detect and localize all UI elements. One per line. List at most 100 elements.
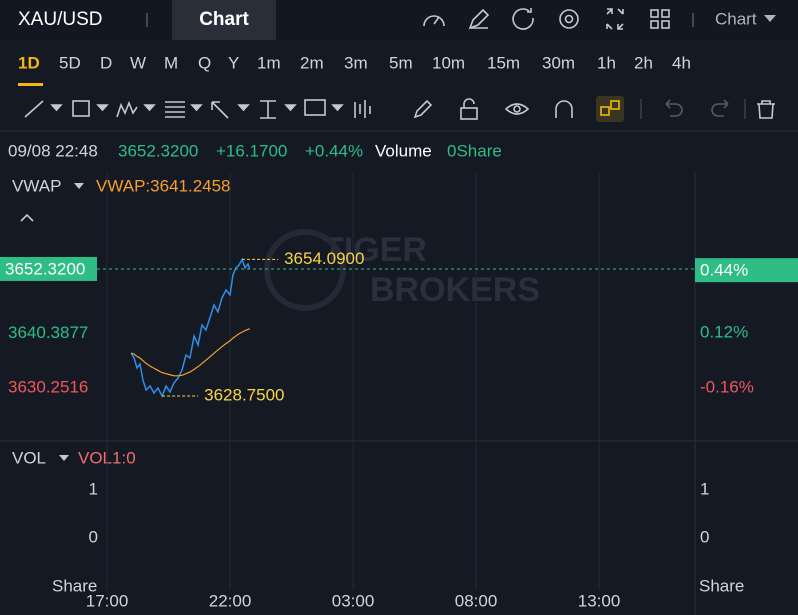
y2-tick-label: -0.16% bbox=[700, 377, 754, 396]
timeframe[interactable]: 5m bbox=[389, 53, 413, 72]
timeframe[interactable]: 2h bbox=[634, 53, 653, 72]
speed-needle bbox=[433, 16, 440, 25]
caret bbox=[96, 104, 109, 112]
delete-tool[interactable] bbox=[757, 100, 775, 119]
annotation-label: 3654.0900 bbox=[284, 249, 364, 268]
change-pct: +0.44% bbox=[305, 141, 363, 160]
timeframe[interactable]: 2m bbox=[300, 53, 324, 72]
undo-tool[interactable] bbox=[665, 99, 683, 117]
x-tick-label: 03:00 bbox=[332, 591, 375, 610]
volume-value: 0Share bbox=[447, 141, 502, 160]
last-price-box bbox=[0, 256, 97, 281]
line-tool[interactable] bbox=[24, 100, 44, 118]
menu-caret bbox=[764, 15, 776, 22]
toolbar bbox=[24, 96, 775, 122]
refresh-icon[interactable] bbox=[512, 8, 534, 30]
volume-tick-label: 1 bbox=[89, 480, 98, 499]
chart-menu[interactable]: Chart bbox=[715, 9, 757, 28]
timeframe[interactable]: 5D bbox=[59, 53, 81, 72]
arrow-tool[interactable] bbox=[211, 101, 229, 119]
link-tool[interactable] bbox=[600, 106, 610, 116]
caret bbox=[143, 104, 156, 112]
legend-label: VWAP:3641.2458 bbox=[96, 176, 231, 195]
timeframe[interactable]: 10m bbox=[432, 53, 465, 72]
layout-cell bbox=[661, 9, 670, 18]
header-icons bbox=[423, 8, 670, 30]
timeframe[interactable]: M bbox=[164, 53, 178, 72]
layout-cell bbox=[661, 20, 670, 29]
fib-tool[interactable] bbox=[165, 101, 185, 118]
price-line bbox=[130, 257, 251, 398]
symbol[interactable]: XAU/USD bbox=[18, 9, 102, 30]
collapse-icon[interactable] bbox=[20, 213, 34, 222]
eye-pupil bbox=[513, 105, 521, 113]
eye-tool[interactable] bbox=[504, 103, 530, 115]
volume-tick-label: 0 bbox=[700, 528, 709, 547]
rect-tool[interactable] bbox=[72, 100, 90, 117]
volume-label: Volume bbox=[375, 141, 432, 160]
caret bbox=[190, 104, 203, 112]
datetime: 09/08 22:48 bbox=[8, 141, 98, 160]
lock-shackle bbox=[463, 98, 475, 108]
header-bar bbox=[0, 0, 798, 40]
fullscreen-icon[interactable] bbox=[606, 8, 624, 30]
price: 3652.3200 bbox=[118, 141, 198, 160]
lock-tool[interactable] bbox=[460, 107, 478, 120]
settings-core bbox=[564, 14, 574, 24]
layout-icon[interactable] bbox=[650, 9, 659, 18]
y-tick-label: 3630.2516 bbox=[8, 377, 88, 396]
measure-tool[interactable] bbox=[260, 100, 276, 119]
annotation-label: 3628.7500 bbox=[204, 386, 284, 405]
timeframe[interactable]: 4h bbox=[672, 53, 691, 72]
timeframe[interactable]: 1D bbox=[18, 53, 40, 72]
volume-unit: Share bbox=[699, 576, 744, 595]
caret bbox=[50, 104, 63, 112]
edit-icon[interactable] bbox=[468, 8, 490, 30]
timeframe[interactable]: 15m bbox=[487, 53, 520, 72]
x-tick-label: 17:00 bbox=[86, 591, 129, 610]
draw-tool[interactable] bbox=[413, 99, 433, 119]
layout-cell bbox=[650, 20, 659, 29]
text-tool[interactable] bbox=[304, 99, 326, 116]
timeframe[interactable]: 30m bbox=[542, 53, 575, 72]
indicator-name[interactable]: VWAP bbox=[12, 176, 61, 195]
y2-tick-label: 0.12% bbox=[700, 322, 748, 341]
last-pct-label: 0.44% bbox=[700, 261, 748, 280]
volume-tick-label: 1 bbox=[700, 480, 709, 499]
timeframe[interactable]: Q bbox=[198, 53, 211, 72]
settings-icon[interactable] bbox=[559, 9, 579, 29]
timeframe[interactable]: W bbox=[130, 53, 146, 72]
x-tick-label: 22:00 bbox=[209, 591, 252, 610]
chart-tab[interactable]: Chart bbox=[199, 9, 249, 30]
speed-icon[interactable] bbox=[423, 15, 445, 27]
pattern-tool[interactable] bbox=[116, 100, 138, 118]
x-tick-label: 13:00 bbox=[578, 591, 621, 610]
x-tick-label: 08:00 bbox=[455, 591, 498, 610]
timeframe[interactable]: D bbox=[100, 53, 112, 72]
watermark-logo bbox=[264, 229, 346, 311]
caret bbox=[74, 183, 84, 189]
y-tick-label: 3640.3877 bbox=[8, 323, 88, 342]
watermark: BROKERS bbox=[370, 271, 540, 309]
tab-bg[interactable] bbox=[172, 0, 276, 40]
active-underline bbox=[18, 83, 43, 86]
timeframe[interactable]: 1m bbox=[257, 53, 281, 72]
vwap-line bbox=[130, 328, 250, 377]
timeframe[interactable]: 1h bbox=[597, 53, 616, 72]
caret bbox=[59, 455, 69, 461]
redo-tool[interactable] bbox=[711, 99, 729, 117]
magnet-tool[interactable] bbox=[555, 100, 573, 118]
volume-indicator[interactable]: VOL bbox=[12, 448, 46, 467]
timeframe[interactable]: 3m bbox=[344, 53, 368, 72]
timeframe[interactable]: Y bbox=[228, 53, 239, 72]
volume-tick-label: 0 bbox=[89, 528, 98, 547]
volume-unit: Share bbox=[52, 576, 97, 595]
last-pct-box bbox=[695, 258, 798, 283]
caret bbox=[331, 104, 344, 112]
last-price-label: 3652.3200 bbox=[5, 259, 85, 278]
change: +16.1700 bbox=[216, 141, 287, 160]
candle-tool[interactable] bbox=[354, 100, 371, 118]
link-cell bbox=[610, 100, 620, 110]
